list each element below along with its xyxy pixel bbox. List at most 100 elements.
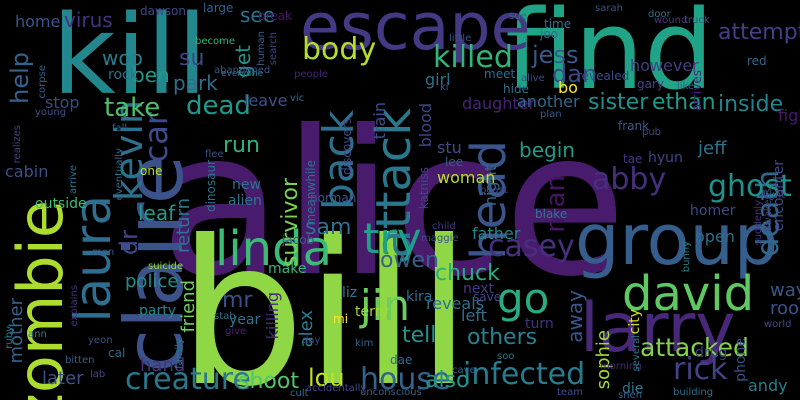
word-dae: dae [390, 353, 413, 367]
word-alive: alive [521, 73, 545, 84]
word-return: return [173, 198, 194, 254]
word-shen: shen [618, 390, 643, 400]
word-drug: drug [695, 345, 728, 361]
word-child: child [432, 221, 456, 232]
word-room: room [770, 298, 800, 319]
word-maggie: maggie [421, 233, 459, 244]
word-new: new [232, 177, 261, 193]
word-save: save [473, 290, 502, 304]
word-alice: alice [160, 88, 627, 321]
word-cabin: cabin [5, 162, 49, 181]
word-norman: norman [310, 191, 357, 205]
word-larry: larry [580, 289, 736, 368]
word-chuck: chuck [435, 261, 500, 286]
word-take: take [104, 93, 161, 123]
word-make: make [268, 261, 307, 277]
word-go: go [497, 274, 550, 323]
word-door: door [648, 9, 671, 20]
word-killed: killed [433, 40, 513, 75]
word-abby: abby [592, 162, 667, 197]
word-terry: terry [355, 304, 389, 320]
word-large: large [203, 1, 234, 15]
word-arrive: arrive [68, 165, 79, 195]
word-year: year [229, 312, 261, 328]
word-eventually: eventually [114, 148, 125, 201]
word-like: like [677, 81, 695, 92]
word-help: help [6, 52, 34, 104]
word-killing: killing [263, 292, 282, 340]
word-rick: rick [673, 352, 728, 387]
word-pub: pub [642, 127, 662, 138]
word-kill: kill [52, 0, 208, 119]
word-bitten: bitten [65, 355, 95, 366]
word-dinosaur: dinosaur [204, 160, 218, 213]
word-friend: friend [178, 280, 199, 333]
word-cal: cal [108, 346, 126, 360]
word-also: also [425, 368, 470, 393]
word-tell: tell [402, 323, 437, 348]
word-day: day [302, 335, 321, 346]
word-reveals: reveals [426, 294, 484, 313]
word-little: little [449, 33, 472, 44]
word-dan: dan [552, 60, 598, 88]
word-sophie: sophie [593, 330, 614, 390]
word-next: next [463, 281, 495, 297]
word-stab: stab [214, 311, 236, 322]
word-jacob: jacob [282, 233, 315, 247]
word-man: man [541, 175, 571, 233]
word-light: light [763, 190, 786, 201]
word-fight: fight [778, 106, 800, 125]
word-party: party [139, 303, 176, 319]
word-building: building [673, 387, 714, 398]
word-hide: hide [503, 82, 529, 96]
word-turn: turn [525, 316, 554, 332]
word-bill: bill [178, 198, 472, 400]
word-casey: casey [488, 229, 575, 264]
word-woman: woman [437, 168, 496, 187]
word-train: train [370, 102, 389, 140]
word-outside: outside [35, 196, 87, 212]
word-plan: plan [540, 109, 562, 120]
word-park: park [173, 71, 218, 95]
word-creature: creature [125, 362, 251, 397]
word-joo: joo [540, 27, 559, 41]
word-others: others [467, 325, 538, 350]
word-gary: gary [637, 77, 665, 91]
word-woo: woo [102, 46, 143, 70]
word-young: young [35, 107, 67, 118]
word-team: team [557, 387, 583, 398]
word-way: way [770, 280, 800, 301]
word-everyone: everyone [221, 69, 264, 79]
word-shoot: shoot [238, 369, 299, 394]
word-die: die [622, 381, 644, 397]
word-later: later [42, 368, 84, 389]
word-away: away [563, 290, 587, 343]
word-ruby: ruby [4, 326, 15, 349]
word-one: one [140, 164, 163, 178]
word-lab: lab [90, 369, 106, 380]
word-hand: hand [140, 355, 186, 376]
word-find: find [505, 0, 714, 114]
word-discovers: discovers [340, 118, 354, 175]
word-virus: virus [64, 8, 113, 32]
word-lou: lou [308, 364, 345, 392]
word-realizes: realizes [12, 125, 23, 164]
word-attempt: attempt [718, 20, 800, 45]
word-stop: stop [45, 93, 80, 112]
word-ben: ben [132, 63, 170, 87]
word-meet: meet [484, 67, 516, 81]
word-jeff: jeff [698, 138, 727, 159]
word-time: time [544, 17, 572, 31]
word-jess: jess [532, 41, 579, 69]
word-father: father [472, 224, 521, 243]
word-mi: mi [333, 312, 349, 326]
word-city: city [627, 309, 643, 335]
word-several: several [631, 335, 642, 372]
word-mr: mr [222, 288, 253, 313]
word-red: red [747, 54, 767, 68]
word-blake: blake [535, 207, 568, 221]
word-search: search [268, 32, 279, 66]
word-bunny: bunny [681, 241, 692, 273]
word-run: run [223, 133, 260, 158]
